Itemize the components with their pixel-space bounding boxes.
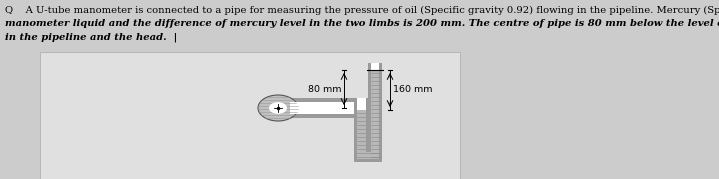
Ellipse shape [269, 102, 287, 114]
Bar [357, 152, 379, 159]
Text: 80 mm: 80 mm [308, 84, 341, 93]
Bar [357, 152, 379, 159]
Bar [371, 63, 379, 152]
Bar [354, 152, 382, 162]
Text: in the pipeline and the head.  |: in the pipeline and the head. | [5, 32, 178, 42]
Bar [357, 98, 366, 152]
Bar [357, 110, 366, 152]
Bar [40, 52, 460, 179]
Text: Q    A U-tube manometer is connected to a pipe for measuring the pressure of oil: Q A U-tube manometer is connected to a p… [5, 6, 719, 15]
Text: manometer liquid and the difference of mercury level in the two limbs is 200 mm.: manometer liquid and the difference of m… [5, 19, 719, 28]
Bar [371, 70, 379, 152]
Bar [290, 98, 354, 118]
Ellipse shape [258, 95, 298, 121]
Bar [368, 63, 382, 152]
Bar [290, 102, 354, 114]
Bar [354, 98, 369, 152]
Text: 160 mm: 160 mm [393, 86, 433, 95]
